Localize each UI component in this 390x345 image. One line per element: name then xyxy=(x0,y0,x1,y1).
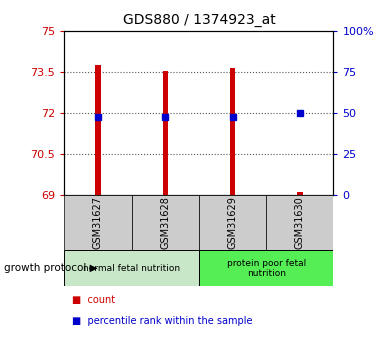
Text: growth protocol ▶: growth protocol ▶ xyxy=(4,263,98,273)
Bar xyxy=(199,195,266,250)
Text: ■  percentile rank within the sample: ■ percentile rank within the sample xyxy=(72,316,253,326)
Bar xyxy=(132,195,199,250)
Bar xyxy=(163,71,168,195)
Text: GSM31628: GSM31628 xyxy=(160,196,170,249)
Bar xyxy=(230,68,235,195)
Text: GSM31629: GSM31629 xyxy=(227,196,238,249)
Text: GSM31627: GSM31627 xyxy=(93,196,103,249)
Bar xyxy=(266,195,333,250)
Bar xyxy=(95,65,101,195)
Bar xyxy=(64,195,132,250)
Title: GDS880 / 1374923_at: GDS880 / 1374923_at xyxy=(122,13,275,27)
Bar xyxy=(64,250,199,286)
Bar xyxy=(297,192,303,195)
Text: GSM31630: GSM31630 xyxy=(295,196,305,249)
Bar xyxy=(199,250,333,286)
Text: protein poor fetal
nutrition: protein poor fetal nutrition xyxy=(227,258,306,278)
Text: ■  count: ■ count xyxy=(72,295,115,305)
Text: normal fetal nutrition: normal fetal nutrition xyxy=(83,264,180,273)
